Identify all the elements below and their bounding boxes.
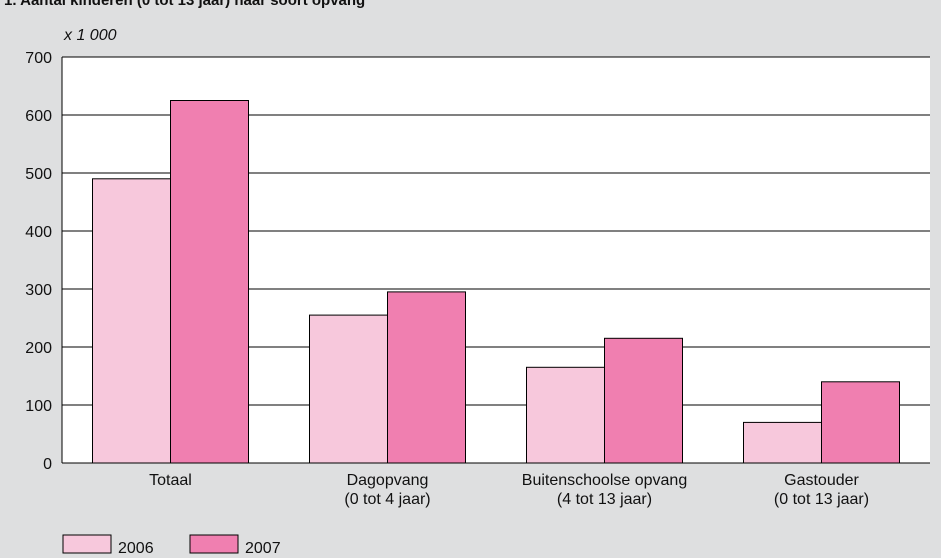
legend-label: 2006	[118, 540, 154, 557]
y-tick-label: 600	[25, 108, 52, 125]
chart-title: 1. Aantal kinderen (0 tot 13 jaar) naar …	[4, 0, 365, 9]
bar	[743, 421, 822, 464]
x-tick-label: Totaal	[149, 472, 192, 489]
bar	[821, 381, 900, 464]
x-tick-label: Gastouder (0 tot 13 jaar)	[774, 472, 869, 508]
y-tick-label: 200	[25, 340, 52, 357]
legend-label: 2007	[245, 540, 281, 557]
y-tick-label: 300	[25, 282, 52, 299]
legend-swatch	[62, 534, 112, 554]
legend-swatch	[189, 534, 239, 554]
y-tick-label: 0	[43, 456, 52, 473]
bar	[526, 366, 605, 464]
y-tick-label: 500	[25, 166, 52, 183]
bar	[170, 100, 249, 464]
unit-label: x 1 000	[63, 27, 117, 44]
x-tick-label: Buitenschoolse opvang (4 tot 13 jaar)	[522, 472, 687, 508]
y-tick-label: 100	[25, 398, 52, 415]
y-tick-label: 400	[25, 224, 52, 241]
y-tick-label: 700	[25, 50, 52, 67]
bar	[309, 314, 388, 464]
bar	[92, 178, 171, 464]
bar	[604, 337, 683, 464]
x-tick-label: Dagopvang (0 tot 4 jaar)	[344, 472, 430, 508]
bar	[387, 291, 466, 464]
